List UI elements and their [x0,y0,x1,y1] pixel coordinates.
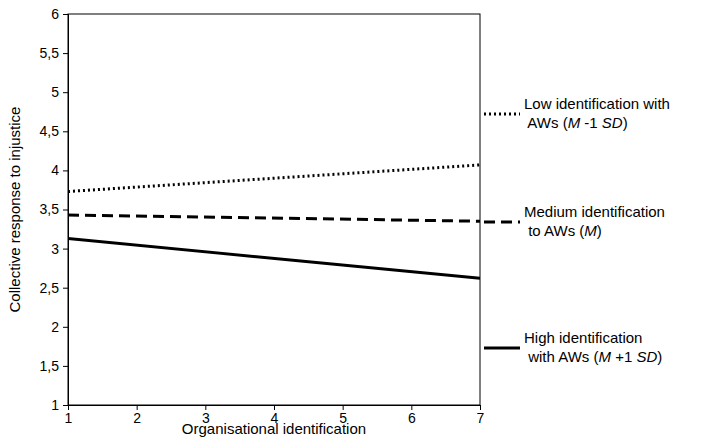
y-tick: 3,5 [40,201,68,217]
y-tick-mark [63,288,68,289]
y-tick-mark [63,170,68,171]
y-tick-mark [63,210,68,211]
y-tick-label: 2 [51,319,59,335]
y-tick-mark [63,14,68,15]
x-axis-title: Organisational identification [182,420,366,437]
y-tick-label: 3 [51,241,59,257]
legend-swatch [484,347,520,350]
legend-swatch [484,113,520,116]
legend-swatch [484,221,520,224]
plot: 1 1,5 2 2,5 3 3,5 4 4,5 5 5,5 61 2 3 4 5 6 7 [40,6,485,426]
x-tick-label: 6 [408,410,416,426]
legend-label: Medium identification to AWs (M) [524,203,665,239]
y-tick-label: 4,5 [40,123,60,139]
y-tick: 4 [51,162,68,178]
series-line [68,215,480,221]
y-tick-mark [63,366,68,367]
x-tick-label: 7 [477,410,485,426]
y-tick-label: 1 [51,397,59,413]
y-tick: 2,5 [40,280,68,296]
y-tick: 1,5 [40,358,68,374]
y-tick: 5 [51,84,68,100]
y-tick-label: 6 [51,6,59,22]
y-tick-mark [63,405,68,406]
y-tick-mark [63,53,68,54]
y-tick-label: 5 [51,84,59,100]
legend-item: High identification with AWs (M +1 SD) [484,329,662,365]
x-tick-label: 2 [133,410,141,426]
y-axis-title: Collective response to injustice [6,107,23,313]
y-tick-label: 5,5 [40,45,60,61]
legend-item: Low identification with AWs (M -1 SD) [484,95,670,131]
y-tick-mark [63,327,68,328]
x-tick: 2 [133,405,141,426]
y-tick: 2 [51,319,68,335]
y-tick-label: 4 [51,162,59,178]
y-tick: 3 [51,241,68,257]
y-tick: 6 [51,6,68,22]
legend-item: Medium identification to AWs (M) [484,203,665,239]
x-tick: 7 [477,405,485,426]
legend-label: Low identification with AWs (M -1 SD) [524,95,670,131]
lines [68,165,480,278]
legend: Low identification with AWs (M -1 SD) Med… [484,95,670,365]
x-tick: 6 [408,405,416,426]
x-tick-label: 1 [65,410,73,426]
y-tick-mark [63,131,68,132]
series-line [68,165,480,192]
y-tick-mark [63,249,68,250]
series-line [68,238,480,278]
y-tick: 4,5 [40,123,68,139]
y-tick: 5,5 [40,45,68,61]
x-tick: 1 [65,405,73,426]
y-tick-label: 3,5 [40,201,60,217]
y-tick-label: 1,5 [40,358,60,374]
y-tick-mark [63,92,68,93]
legend-label: High identification with AWs (M +1 SD) [524,329,662,365]
plot-frame [68,14,480,405]
y-axis: 1 1,5 2 2,5 3 3,5 4 4,5 5 5,5 6 [40,6,69,413]
chart: 11,522,533,544,555,561234567Organisation… [0,0,708,437]
y-axis-line [63,15,69,406]
y-tick-label: 2,5 [40,280,60,296]
